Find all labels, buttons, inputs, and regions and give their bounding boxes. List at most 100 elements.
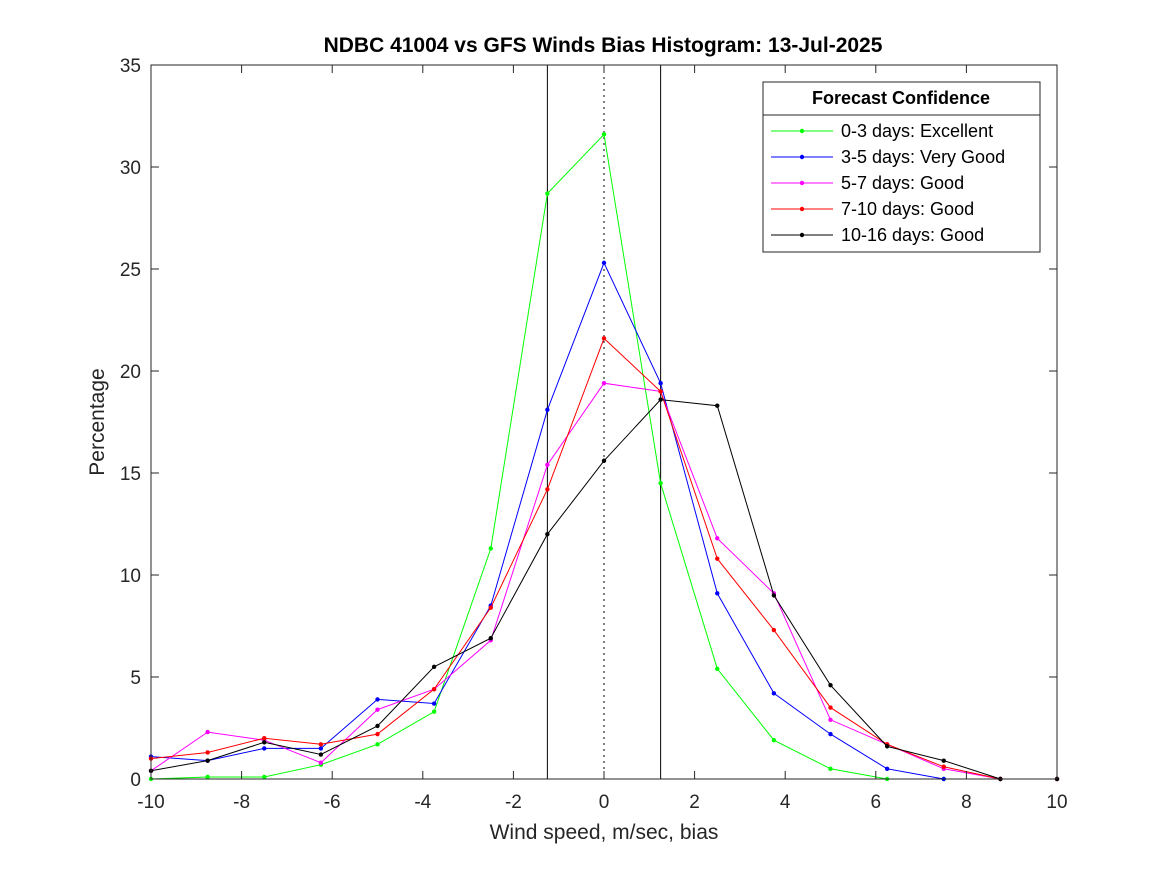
legend-swatch-marker: [799, 232, 805, 238]
data-point: [488, 636, 493, 641]
legend-label: 5-7 days: Good: [841, 173, 964, 193]
data-point: [431, 709, 437, 714]
legend-swatch-marker: [799, 180, 805, 186]
data-point: [431, 701, 437, 706]
legend-entry-1: 3-5 days: Very Good: [771, 147, 1005, 167]
data-point: [375, 723, 380, 729]
legend-label: 10-16 days: Good: [841, 225, 984, 245]
data-point: [375, 731, 380, 737]
x-axis-title: Wind speed, m/sec, bias: [490, 821, 719, 844]
data-point: [545, 462, 550, 468]
x-axis: -10 -8 -6 -4 -2 0 2 4 6 8 10: [137, 65, 1068, 813]
data-point: [318, 760, 324, 765]
data-point: [205, 774, 210, 780]
legend-swatch-marker: [799, 128, 805, 134]
x-tick-label: -6: [324, 792, 341, 813]
data-point: [828, 682, 833, 688]
legend-swatch-marker: [799, 154, 805, 160]
data-point: [828, 717, 833, 723]
y-tick-label: 5: [130, 668, 141, 689]
x-tick-label: 0: [599, 792, 610, 813]
legend-label: 0-3 days: Excellent: [841, 121, 993, 141]
data-point: [205, 758, 210, 763]
data-point: [262, 746, 267, 751]
y-tick-label: 20: [120, 362, 141, 383]
legend: Forecast Confidence 0-3 days: Excellent 3…: [762, 81, 1041, 253]
y-tick-label: 35: [120, 56, 141, 77]
legend-box: [762, 81, 1041, 253]
data-point: [715, 536, 720, 541]
legend-entries: 0-3 days: Excellent 3-5 days: Very Good 5-…: [771, 121, 1005, 245]
legend-swatch-marker: [799, 206, 805, 212]
data-point: [884, 744, 890, 749]
data-point: [771, 627, 777, 633]
legend-label: 7-10 days: Good: [841, 199, 974, 219]
data-point: [375, 742, 380, 747]
legend-label: 3-5 days: Very Good: [841, 147, 1005, 167]
legend-entry-2: 5-7 days: Good: [771, 173, 964, 193]
data-point: [715, 403, 720, 408]
y-tick-label: 15: [120, 464, 141, 485]
data-point: [658, 481, 663, 486]
data-point: [601, 381, 607, 386]
data-point: [318, 746, 324, 751]
data-point: [601, 458, 607, 463]
x-tick-label: -4: [414, 792, 431, 813]
data-point: [262, 736, 267, 741]
data-point: [715, 556, 720, 561]
data-point: [715, 591, 720, 596]
data-point: [884, 766, 890, 771]
x-tick-label: 10: [1046, 792, 1067, 813]
x-tick-label: 8: [961, 792, 972, 813]
reference-lines: [546, 65, 662, 779]
data-point: [771, 691, 777, 696]
data-point: [375, 697, 380, 702]
data-point: [601, 260, 607, 266]
data-point: [771, 593, 777, 598]
data-point: [262, 740, 267, 745]
data-point: [545, 532, 550, 537]
data-point: [318, 742, 324, 747]
data-point: [601, 132, 607, 137]
data-point: [375, 707, 380, 712]
x-tick-label: -8: [233, 792, 250, 813]
data-point: [431, 664, 437, 669]
data-point: [715, 666, 720, 672]
data-point: [262, 774, 267, 780]
data-point: [545, 407, 550, 412]
y-axis-title: Percentage: [86, 368, 109, 475]
y-axis: 0 5 10 15 20 25 30 35: [120, 56, 1057, 791]
data-point: [545, 191, 550, 196]
data-point: [601, 336, 607, 341]
x-tick-label: 2: [689, 792, 700, 813]
x-tick-label: 6: [871, 792, 882, 813]
series-4: [148, 397, 1060, 782]
data-point: [488, 605, 493, 610]
x-tick-label: 4: [780, 792, 791, 813]
y-tick-label: 30: [120, 158, 141, 179]
data-point: [431, 687, 437, 692]
legend-entry-3: 7-10 days: Good: [771, 199, 974, 219]
y-tick-label: 10: [120, 566, 141, 587]
legend-title: Forecast Confidence: [812, 88, 990, 108]
data-point: [658, 389, 663, 394]
data-point: [828, 705, 833, 710]
data-point: [488, 546, 493, 551]
data-point: [771, 738, 777, 743]
x-tick-label: -10: [137, 792, 164, 813]
data-point: [941, 764, 946, 769]
chart-title: NDBC 41004 vs GFS Winds Bias Histogram: …: [324, 34, 883, 57]
data-point: [828, 731, 833, 737]
legend-entry-4: 10-16 days: Good: [771, 225, 984, 245]
data-point: [205, 729, 210, 735]
data-point: [658, 397, 663, 402]
data-point: [205, 750, 210, 755]
y-tick-label: 25: [120, 260, 141, 281]
data-point: [545, 487, 550, 492]
data-point: [318, 752, 324, 757]
data-point: [941, 758, 946, 763]
x-tick-label: -2: [505, 792, 522, 813]
data-point: [828, 766, 833, 771]
legend-entry-0: 0-3 days: Excellent: [771, 121, 993, 141]
